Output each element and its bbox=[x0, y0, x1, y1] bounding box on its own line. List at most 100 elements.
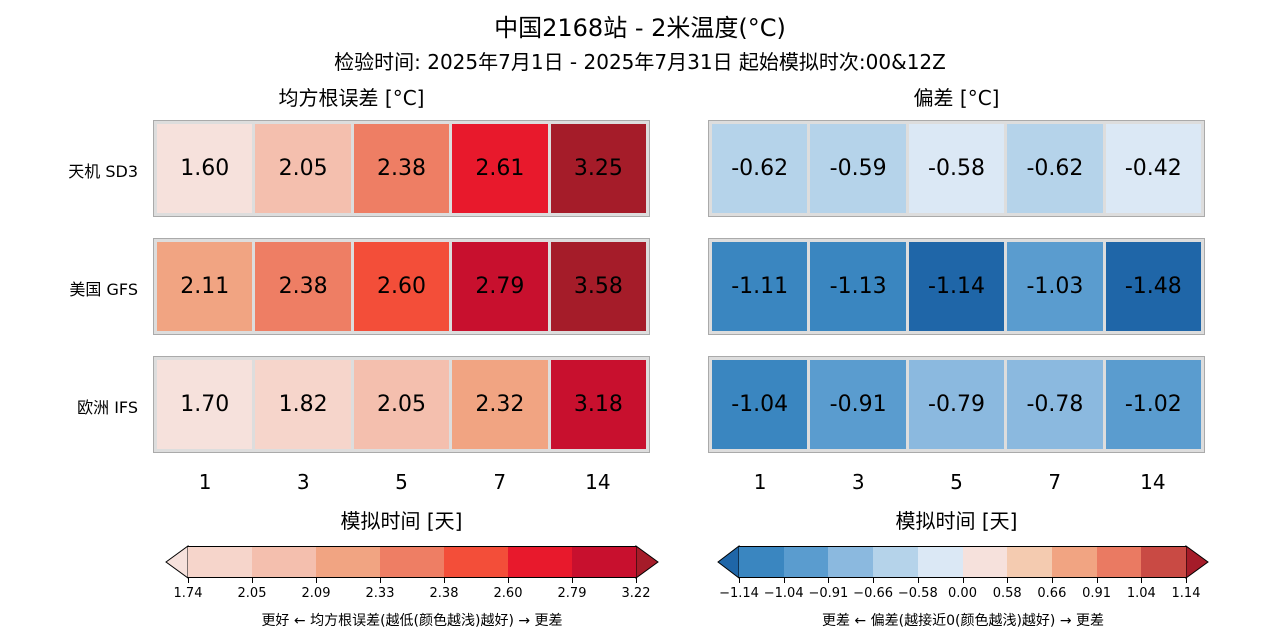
heatmap-cell: 2.11 bbox=[157, 242, 253, 331]
heatmap-cell: 1.60 bbox=[157, 124, 253, 213]
heatmap-row: -0.62 -0.59 -0.58 -0.62 -0.42 bbox=[708, 120, 1205, 217]
row-label: 欧洲 IFS bbox=[77, 398, 138, 417]
heatmap-cell: -1.14 bbox=[908, 242, 1005, 331]
heatmap-cell: -0.62 bbox=[1007, 124, 1103, 213]
colorbar-segment bbox=[828, 547, 874, 577]
colorbar-tick bbox=[316, 578, 317, 583]
colorbar-tick-label: 1.14 bbox=[1171, 586, 1201, 601]
colorbar-tick-label: 1.04 bbox=[1126, 586, 1156, 601]
colorbar bbox=[739, 546, 1187, 578]
heatmap-cell: 3.58 bbox=[550, 242, 647, 331]
colorbar-segment bbox=[1007, 547, 1052, 577]
heatmap-cell: -1.11 bbox=[712, 242, 808, 331]
colorbar-segment bbox=[1141, 547, 1187, 577]
colorbar-tick bbox=[444, 578, 445, 583]
colorbar-tick-label: −0.58 bbox=[897, 586, 938, 601]
colorbar-tick-label: 1.74 bbox=[173, 586, 203, 601]
colorbar-segment bbox=[783, 547, 829, 577]
colorbar-label: 更好 ← 均方根误差(越低(颜色越浅)越好) → 更差 bbox=[261, 613, 563, 629]
colorbar-tick-label: 2.33 bbox=[365, 586, 395, 601]
colorbar-segment bbox=[962, 547, 1008, 577]
colorbar-segment bbox=[873, 547, 918, 577]
colorbar-under bbox=[717, 545, 740, 579]
heatmap-cell: -0.58 bbox=[908, 124, 1005, 213]
colorbar-tick bbox=[380, 578, 381, 583]
heatmap-cell: 3.18 bbox=[550, 360, 647, 449]
colorbar-tick-label: 0.91 bbox=[1082, 586, 1112, 601]
heatmap-cell: -0.79 bbox=[908, 360, 1005, 449]
heatmap-cell: 3.25 bbox=[550, 124, 647, 213]
colorbar-tick bbox=[873, 578, 875, 583]
colorbar-tick bbox=[1096, 578, 1098, 583]
colorbar-tick-label: 0.58 bbox=[992, 586, 1022, 601]
x-tick-label: 14 bbox=[1140, 470, 1166, 494]
heatmap-row: -1.04 -0.91 -0.79 -0.78 -1.02 bbox=[708, 356, 1205, 453]
colorbar-tick bbox=[1051, 578, 1053, 583]
x-tick-label: 3 bbox=[851, 470, 865, 494]
colorbar-segment bbox=[1051, 547, 1097, 577]
colorbar-tick bbox=[1186, 578, 1187, 583]
x-tick-label: 7 bbox=[493, 470, 507, 494]
heatmap-cell: 2.79 bbox=[452, 242, 548, 331]
colorbar-tick-label: −0.91 bbox=[808, 586, 849, 601]
x-tick-label: 5 bbox=[950, 470, 963, 494]
heatmap-row: 1.70 1.82 2.05 2.32 3.18 bbox=[153, 356, 650, 453]
colorbar-tick-label: 0.00 bbox=[948, 586, 977, 601]
colorbar-tick bbox=[572, 578, 573, 583]
colorbar-tick bbox=[828, 578, 830, 583]
heatmap-cell: -1.02 bbox=[1105, 360, 1202, 449]
heatmap-row: 1.60 2.05 2.38 2.61 3.25 bbox=[153, 120, 650, 217]
colorbar-tick bbox=[1007, 578, 1009, 583]
heatmap-cell: -0.42 bbox=[1105, 124, 1202, 213]
colorbar-over bbox=[1185, 545, 1209, 579]
x-tick-label: 1 bbox=[753, 470, 767, 494]
colorbar-tick-label: 0.66 bbox=[1037, 586, 1067, 601]
colorbar-tick bbox=[917, 578, 919, 583]
panel-title: 偏差 [°C] bbox=[913, 86, 1000, 110]
colorbar-segment bbox=[188, 547, 252, 577]
x-tick-label: 7 bbox=[1048, 470, 1062, 494]
colorbar-tick-label: 2.60 bbox=[493, 586, 523, 601]
colorbar-tick bbox=[636, 578, 637, 583]
x-tick-label: 3 bbox=[296, 470, 310, 494]
colorbar-tick-label: −1.04 bbox=[763, 586, 804, 601]
colorbar-label: 更差 ← 偏差(越接近0(颜色越浅)越好) → 更差 bbox=[821, 613, 1105, 629]
x-tick-label: 14 bbox=[585, 470, 611, 494]
heatmap-cell: -1.48 bbox=[1105, 242, 1202, 331]
colorbar-tick bbox=[962, 578, 964, 583]
colorbar-tick-label: −1.14 bbox=[719, 586, 759, 601]
colorbar-segment bbox=[508, 547, 572, 577]
colorbar-segment bbox=[1096, 547, 1142, 577]
colorbar-segment bbox=[739, 547, 784, 577]
colorbar-tick bbox=[739, 578, 740, 583]
heatmap-cell: 2.32 bbox=[452, 360, 548, 449]
heatmap-cell: -1.03 bbox=[1007, 242, 1103, 331]
colorbar-tick-label: 2.05 bbox=[237, 586, 267, 601]
colorbar-tick-label: 2.79 bbox=[557, 586, 587, 601]
panel-title: 均方根误差 [°C] bbox=[278, 86, 425, 110]
row-label: 天机 SD3 bbox=[68, 162, 138, 181]
heatmap-row: -1.11 -1.13 -1.14 -1.03 -1.48 bbox=[708, 238, 1205, 335]
row-label: 美国 GFS bbox=[69, 280, 138, 299]
colorbar-segment bbox=[444, 547, 508, 577]
colorbar bbox=[188, 546, 636, 578]
colorbar-segment bbox=[316, 547, 380, 577]
colorbar-over bbox=[635, 545, 659, 579]
x-tick-label: 5 bbox=[395, 470, 408, 494]
colorbar-segment bbox=[380, 547, 444, 577]
heatmap-row: 2.11 2.38 2.60 2.79 3.58 bbox=[153, 238, 650, 335]
x-axis-label: 模拟时间 [天] bbox=[895, 509, 1018, 533]
colorbar-tick bbox=[252, 578, 253, 583]
heatmap-cell: -1.04 bbox=[712, 360, 808, 449]
heatmap-cell: -0.78 bbox=[1007, 360, 1103, 449]
colorbar-segment bbox=[917, 547, 963, 577]
heatmap-cell: -1.13 bbox=[810, 242, 906, 331]
x-tick-label: 1 bbox=[198, 470, 212, 494]
colorbar-tick-label: −0.66 bbox=[853, 586, 894, 601]
heatmap-cell: 1.70 bbox=[157, 360, 253, 449]
heatmap-cell: 1.82 bbox=[255, 360, 351, 449]
colorbar-tick-label: 2.38 bbox=[429, 586, 459, 601]
colorbar-tick bbox=[1141, 578, 1143, 583]
heatmap-cell: -0.91 bbox=[810, 360, 906, 449]
heatmap-cell: 2.38 bbox=[255, 242, 351, 331]
